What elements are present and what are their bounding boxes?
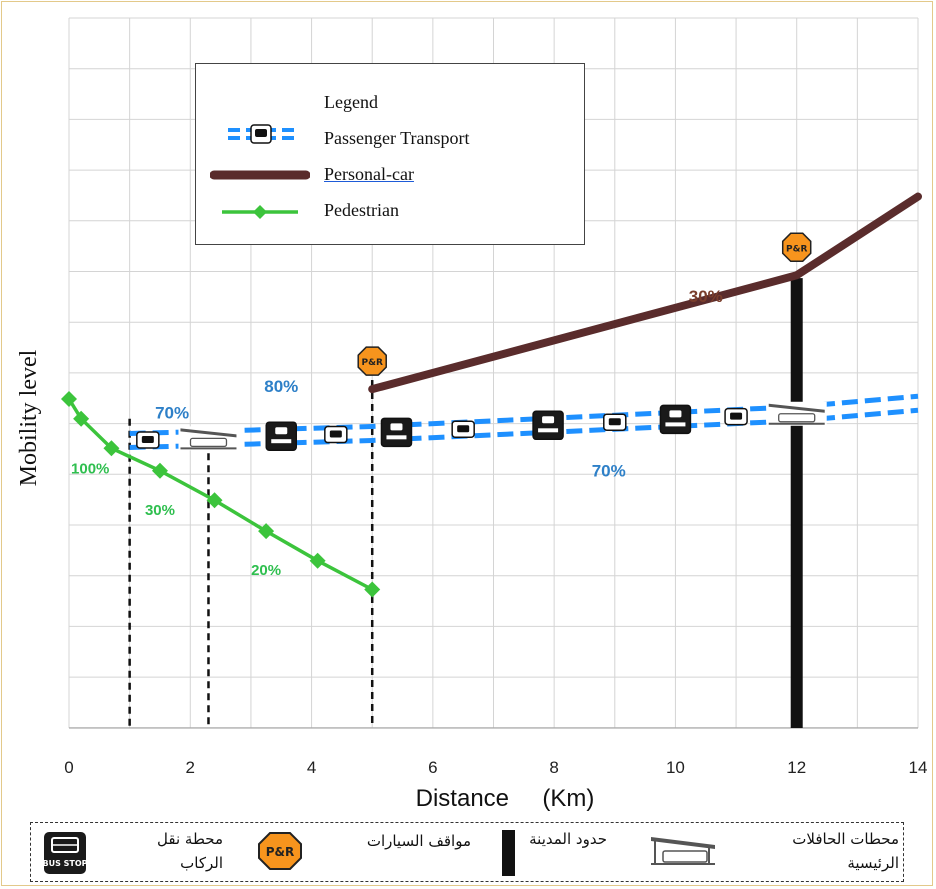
bus-stop-icon [451, 420, 475, 438]
park-and-ride-icon: P&R [781, 232, 812, 263]
city-boundary-label: حدود المدينة [529, 830, 607, 848]
bus-stop-icon [532, 410, 564, 441]
pedestrian-point [258, 523, 275, 540]
svg-text:P&R: P&R [266, 845, 295, 859]
legend-label-pedestrian: Pedestrian [324, 200, 399, 220]
bus-stop-icon [659, 404, 692, 435]
pedestrian-line [67, 398, 374, 592]
svg-text:BUS STOP: BUS STOP [43, 859, 87, 868]
legend-label-passenger-transport: Passenger Transport [324, 128, 470, 148]
y-axis-title: Mobility level [16, 349, 42, 486]
x-tick-label: 2 [186, 758, 195, 777]
pedestrian-point [103, 440, 120, 457]
bus-stop-icon [380, 417, 413, 448]
main-bus-station-icon [766, 401, 827, 426]
bus-stop-icon [324, 425, 348, 444]
bus-stop-label: محطة نقل الركاب [157, 830, 223, 872]
percentage-label: 30% [689, 287, 723, 306]
x-tick-label: 4 [307, 758, 316, 777]
main-bus-stations-label: محطات الحافلات الرئيسية [792, 830, 899, 872]
x-tick-label: 10 [666, 758, 685, 777]
percentage-label: 100% [71, 461, 109, 478]
legend-swatch-pedestrian [222, 205, 298, 219]
main-bus-station-icon [178, 426, 239, 451]
x-tick-label: 12 [787, 758, 806, 777]
bus-stop-icon: BUS STOP [43, 832, 87, 874]
city-boundary-icon [502, 830, 515, 876]
main-bus-station-icon [651, 837, 715, 865]
percentage-label: 70% [155, 404, 189, 423]
svg-text:P&R: P&R [362, 358, 383, 368]
x-tick-label: 6 [428, 758, 437, 777]
legend-swatch-personal-car [210, 170, 310, 180]
bus-stop-icon [136, 431, 160, 449]
percentage-label: 80% [264, 377, 298, 396]
pedestrian-point [309, 552, 326, 569]
personal-car-line [368, 192, 922, 394]
pedestrian-point [73, 410, 90, 427]
pedestrian-point [61, 391, 77, 408]
symbol-legend: BUS STOP محطة نقل الركاب P&R مواقف السيا… [30, 822, 904, 882]
city-boundary-bar [790, 278, 803, 728]
x-axis-title: Distance (Km) [416, 785, 595, 812]
pedestrian-point [364, 581, 381, 598]
svg-text:P&R: P&R [786, 244, 807, 254]
legend-swatch-passenger-transport [228, 124, 294, 144]
pedestrian-point [206, 492, 223, 509]
percentage-label: 70% [592, 461, 626, 480]
annotation-layer: 70% 80% 70% 30% 100% 30% 20% [71, 287, 723, 579]
vertical-markers [128, 278, 803, 728]
park-and-ride-icon: P&R [357, 346, 387, 376]
x-tick-label: 8 [549, 758, 558, 777]
percentage-label: 20% [251, 562, 281, 579]
park-and-ride-icon: P&R [258, 832, 302, 870]
legend: Legend Passenger Transport Personal-car … [195, 63, 585, 245]
percentage-label: 30% [145, 502, 175, 519]
x-tick-label: 0 [64, 758, 73, 777]
park-and-ride-label: مواقف السيارات [366, 832, 471, 850]
bus-stop-icon [724, 407, 748, 426]
bus-stop-icon [603, 413, 627, 431]
x-axis-ticks: 0 2 4 6 8 10 12 14 [64, 758, 927, 777]
icon-layer: P&R P&R [136, 232, 827, 451]
pedestrian-point [151, 462, 168, 479]
bus-stop-icon [265, 421, 297, 451]
legend-label-personal-car: Personal-car [324, 164, 414, 184]
x-tick-label: 14 [909, 758, 928, 777]
legend-title: Legend [324, 92, 378, 112]
